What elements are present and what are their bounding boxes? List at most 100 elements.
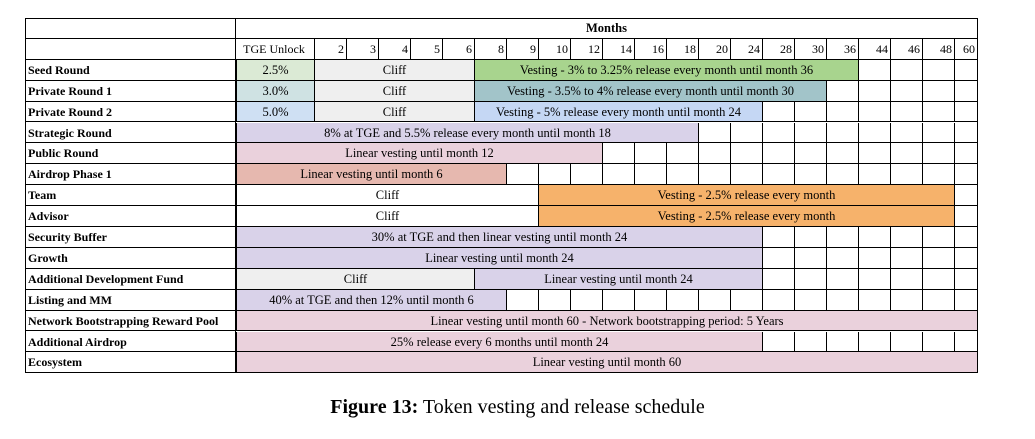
figure-caption: Figure 13: Token vesting and release sch… (0, 396, 1035, 419)
schedule-bar: Cliff (315, 59, 475, 81)
grid-cell (923, 268, 955, 290)
grid-cell (955, 143, 978, 165)
row-label: Seed Round (25, 59, 236, 81)
grid-cell (763, 289, 795, 311)
schedule-bar-text: Linear vesting until month 60 (532, 355, 682, 370)
schedule-bar-text: 8% at TGE and 5.5% release every month u… (324, 125, 611, 140)
schedule-bar-text: Linear vesting until month 24 (544, 271, 693, 286)
row-label: Network Bootstrapping Reward Pool (25, 310, 236, 332)
grid-cell (795, 101, 827, 123)
grid-cell (923, 143, 955, 165)
grid-cell (955, 164, 978, 186)
grid-cell (923, 247, 955, 269)
month-header: 5 (411, 38, 443, 60)
grid-cell (923, 101, 955, 123)
grid-cell (859, 122, 891, 144)
row-label: Listing and MM (25, 289, 236, 311)
grid-cell (923, 80, 955, 102)
grid-cell (635, 164, 667, 186)
grid-cell (891, 331, 923, 353)
grid-cell (891, 227, 923, 248)
schedule-bar: Cliff (315, 80, 475, 102)
schedule-bar-text: Vesting - 3.5% to 4% release every month… (506, 83, 795, 98)
grid-cell (507, 164, 539, 186)
schedule-bar: 5.0% (236, 101, 315, 123)
schedule-bar-text: 5.0% (262, 104, 289, 119)
month-header: 48 (923, 38, 955, 60)
schedule-bar-text: 40% at TGE and then 12% until month 6 (269, 292, 474, 307)
grid-cell (859, 289, 891, 311)
tge-unlock-header: TGE Unlock (236, 38, 315, 60)
schedule-bar: Vesting - 2.5% release every month (539, 185, 955, 207)
schedule-bar: Cliff (236, 206, 539, 227)
grid-cell (763, 122, 795, 144)
grid-cell (731, 164, 763, 186)
grid-cell (891, 101, 923, 123)
grid-cell (891, 164, 923, 186)
schedule-bar: Cliff (315, 101, 475, 123)
grid-cell (827, 289, 859, 311)
grid-cell (763, 227, 795, 248)
month-header: 18 (667, 38, 699, 60)
grid-cell (795, 268, 827, 290)
grid-cell (859, 59, 891, 81)
schedule-bar: Vesting - 2.5% release every month (539, 206, 955, 227)
grid-cell (859, 268, 891, 290)
grid-cell (699, 164, 731, 186)
schedule-bar-text: Linear vesting until month 24 (425, 250, 574, 265)
column-divider (235, 18, 236, 374)
row-label: Private Round 2 (25, 101, 236, 123)
grid-cell (699, 143, 731, 165)
month-header: 44 (859, 38, 891, 60)
row-label: Strategic Round (25, 122, 236, 144)
grid-cell (795, 289, 827, 311)
grid-cell (859, 143, 891, 165)
grid-cell (955, 122, 978, 144)
schedule-bar-text: Vesting - 2.5% release every month (657, 209, 836, 224)
grid-cell (955, 206, 978, 227)
row-label: Airdrop Phase 1 (25, 164, 236, 186)
grid-cell (955, 59, 978, 81)
month-header: 60 (955, 38, 978, 60)
grid-cell (891, 247, 923, 269)
grid-cell (955, 227, 978, 248)
row-label: Public Round (25, 143, 236, 165)
grid-cell (923, 122, 955, 144)
grid-cell (827, 247, 859, 269)
schedule-bar: 2.5% (236, 59, 315, 81)
schedule-bar: Linear vesting until month 60 (236, 352, 978, 374)
month-header: 14 (603, 38, 635, 60)
month-header: 12 (571, 38, 603, 60)
grid-cell (795, 122, 827, 144)
schedule-bar: Linear vesting until month 12 (236, 143, 603, 165)
grid-cell (891, 289, 923, 311)
month-header: 8 (475, 38, 507, 60)
grid-cell (795, 247, 827, 269)
grid-cell (891, 59, 923, 81)
schedule-bar: Linear vesting until month 60 - Network … (236, 310, 978, 332)
schedule-bar-text: Linear vesting until month 12 (345, 146, 494, 161)
schedule-bar-text: 25% release every 6 months until month 2… (390, 334, 609, 349)
grid-cell (731, 289, 763, 311)
grid-cell (923, 289, 955, 311)
grid-cell (763, 143, 795, 165)
month-header: 10 (539, 38, 571, 60)
schedule-bar-text: Vesting - 5% release every month until m… (495, 104, 742, 119)
grid-cell (827, 331, 859, 353)
month-header: 24 (731, 38, 763, 60)
schedule-bar-text: Cliff (382, 104, 407, 119)
grid-cell (827, 101, 859, 123)
grid-cell (603, 164, 635, 186)
schedule-bar: Linear vesting until month 24 (236, 247, 763, 269)
grid-cell (667, 143, 699, 165)
month-header: 9 (507, 38, 539, 60)
schedule-bar-text: Cliff (375, 188, 400, 203)
vesting-table: Months TGE Unlock 2 3 4 5 6 8 9 10 12 14 16 18 20 24 28 3… (25, 18, 978, 374)
month-header: 6 (443, 38, 475, 60)
month-header: 30 (795, 38, 827, 60)
grid-cell (859, 164, 891, 186)
month-header: 20 (699, 38, 731, 60)
grid-cell (795, 227, 827, 248)
grid-cell (731, 122, 763, 144)
month-header: 16 (635, 38, 667, 60)
